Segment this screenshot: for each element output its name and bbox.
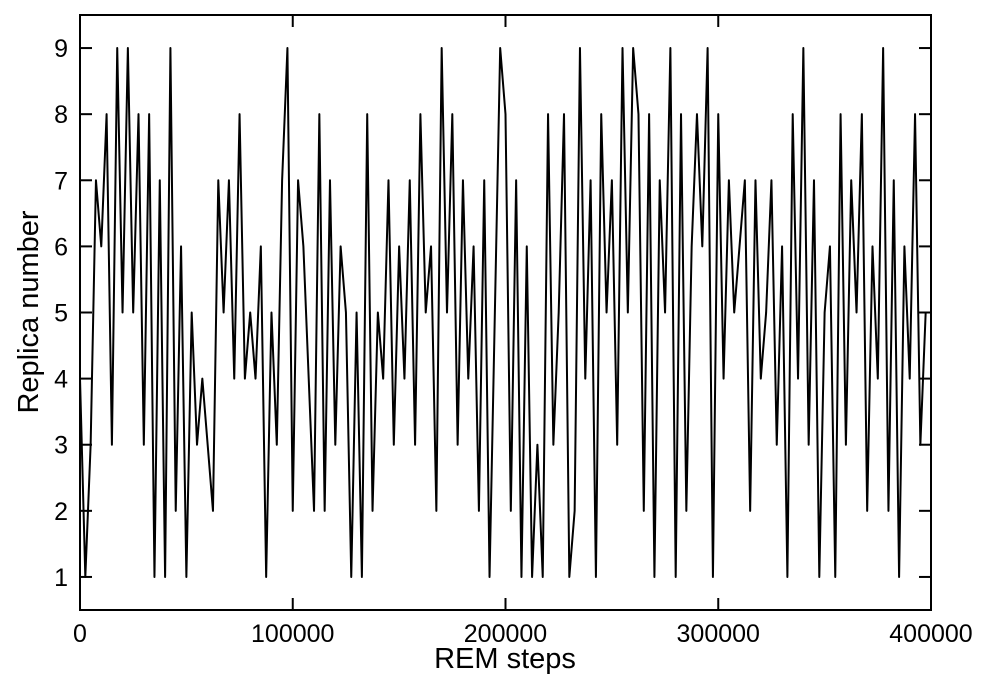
y-axis-label: Replica number (13, 210, 45, 413)
y-tick-label: 9 (54, 35, 68, 63)
x-tick-label: 0 (73, 620, 87, 648)
x-axis-label: REM steps (434, 643, 576, 675)
x-tick-label: 400000 (889, 620, 972, 648)
y-tick-label: 4 (54, 366, 68, 394)
y-tick-label: 5 (54, 300, 68, 328)
y-tick-label: 2 (54, 498, 68, 526)
y-tick-label: 1 (54, 564, 68, 592)
x-tick-label: 200000 (464, 620, 547, 648)
y-tick-label: 6 (54, 233, 68, 261)
x-tick-label: 100000 (251, 620, 334, 648)
x-tick-label: 300000 (677, 620, 760, 648)
y-tick-label: 3 (54, 432, 68, 460)
y-tick-label: 8 (54, 101, 68, 129)
data-line (79, 47, 927, 578)
y-tick-label: 7 (54, 167, 68, 195)
